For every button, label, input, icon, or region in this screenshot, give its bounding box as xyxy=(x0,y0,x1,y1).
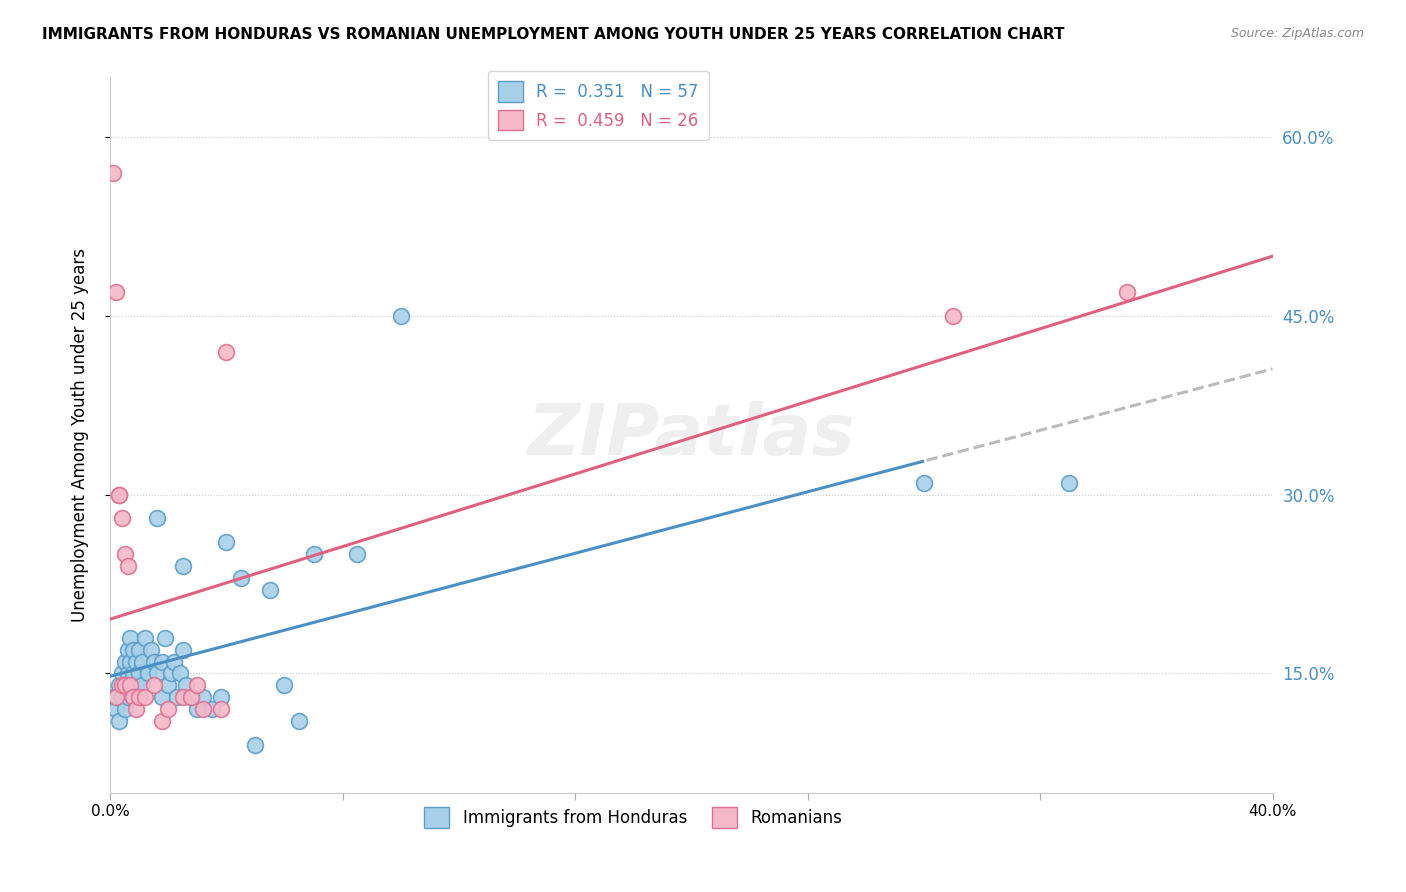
Point xyxy=(117,690,139,705)
Point xyxy=(114,702,136,716)
Point xyxy=(273,678,295,692)
Point xyxy=(134,631,156,645)
Point xyxy=(201,702,224,716)
Point xyxy=(107,488,129,502)
Point xyxy=(1057,475,1080,490)
Point xyxy=(114,547,136,561)
Point xyxy=(107,678,129,692)
Point xyxy=(215,344,238,359)
Point xyxy=(120,655,142,669)
Point xyxy=(142,678,165,692)
Point xyxy=(186,702,208,716)
Point xyxy=(107,714,129,728)
Point xyxy=(160,666,183,681)
Point xyxy=(139,642,162,657)
Point xyxy=(114,678,136,692)
Point xyxy=(180,690,202,705)
Point xyxy=(134,690,156,705)
Point xyxy=(117,559,139,574)
Point xyxy=(122,690,145,705)
Point xyxy=(111,690,134,705)
Point xyxy=(125,678,148,692)
Point xyxy=(186,678,208,692)
Point xyxy=(288,714,311,728)
Point xyxy=(172,642,194,657)
Point xyxy=(180,690,202,705)
Text: Source: ZipAtlas.com: Source: ZipAtlas.com xyxy=(1230,27,1364,40)
Point xyxy=(912,475,935,490)
Point xyxy=(120,678,142,692)
Point xyxy=(128,666,150,681)
Point xyxy=(245,738,267,752)
Point xyxy=(259,582,281,597)
Point xyxy=(215,535,238,549)
Legend: Immigrants from Honduras, Romanians: Immigrants from Honduras, Romanians xyxy=(418,801,849,834)
Point xyxy=(111,666,134,681)
Point xyxy=(145,666,167,681)
Text: ZIPatlas: ZIPatlas xyxy=(527,401,855,469)
Point xyxy=(157,702,180,716)
Point xyxy=(122,666,145,681)
Point xyxy=(150,714,173,728)
Point xyxy=(104,285,127,299)
Point xyxy=(346,547,368,561)
Point xyxy=(174,678,197,692)
Point xyxy=(120,631,142,645)
Point xyxy=(166,690,188,705)
Point xyxy=(150,655,173,669)
Point xyxy=(389,309,412,323)
Point xyxy=(122,690,145,705)
Point xyxy=(163,655,186,669)
Y-axis label: Unemployment Among Youth under 25 years: Unemployment Among Youth under 25 years xyxy=(72,248,89,622)
Point xyxy=(131,655,153,669)
Point xyxy=(191,690,214,705)
Point xyxy=(122,642,145,657)
Point xyxy=(150,690,173,705)
Point xyxy=(172,559,194,574)
Point xyxy=(114,678,136,692)
Point xyxy=(145,511,167,525)
Point xyxy=(117,642,139,657)
Point xyxy=(111,678,134,692)
Point xyxy=(302,547,325,561)
Point xyxy=(229,571,252,585)
Point xyxy=(120,678,142,692)
Point xyxy=(157,678,180,692)
Point xyxy=(107,488,129,502)
Point xyxy=(101,690,124,705)
Point xyxy=(111,511,134,525)
Point xyxy=(1116,285,1139,299)
Point xyxy=(125,655,148,669)
Point xyxy=(131,678,153,692)
Point xyxy=(172,690,194,705)
Point xyxy=(101,166,124,180)
Point xyxy=(136,666,159,681)
Point xyxy=(942,309,965,323)
Point xyxy=(114,655,136,669)
Point xyxy=(125,702,148,716)
Point xyxy=(155,631,177,645)
Point xyxy=(142,655,165,669)
Point xyxy=(128,642,150,657)
Point xyxy=(117,666,139,681)
Point xyxy=(104,702,127,716)
Point xyxy=(128,690,150,705)
Text: IMMIGRANTS FROM HONDURAS VS ROMANIAN UNEMPLOYMENT AMONG YOUTH UNDER 25 YEARS COR: IMMIGRANTS FROM HONDURAS VS ROMANIAN UNE… xyxy=(42,27,1064,42)
Point xyxy=(169,666,191,681)
Point xyxy=(104,690,127,705)
Point xyxy=(209,702,232,716)
Point xyxy=(209,690,232,705)
Point xyxy=(191,702,214,716)
